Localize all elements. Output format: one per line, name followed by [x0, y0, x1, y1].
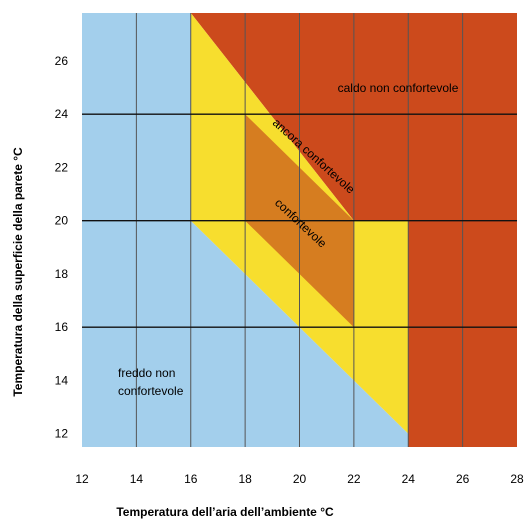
- y-tick-label: 26: [55, 54, 69, 68]
- y-tick-label: 14: [55, 373, 69, 387]
- x-axis-ticks: 12 14 16 18 20 22 24 26 28: [75, 472, 524, 486]
- y-axis-ticks: 12 14 16 18 20 22 24 26: [55, 54, 69, 441]
- zone-label-caldo: caldo non confortevole: [338, 81, 459, 95]
- x-tick-label: 18: [238, 472, 252, 486]
- y-tick-label: 24: [55, 107, 69, 121]
- x-tick-label: 22: [347, 472, 361, 486]
- zone-label-freddo-line2: confortevole: [118, 384, 184, 398]
- y-tick-label: 12: [55, 427, 69, 441]
- x-tick-label: 20: [293, 472, 307, 486]
- x-tick-label: 16: [184, 472, 198, 486]
- y-tick-label: 16: [55, 320, 69, 334]
- y-tick-label: 22: [55, 160, 69, 174]
- x-tick-label: 24: [402, 472, 416, 486]
- y-tick-label: 20: [55, 214, 69, 228]
- x-tick-label: 26: [456, 472, 470, 486]
- y-axis-title: Temperatura della superficie della paret…: [11, 147, 25, 397]
- x-tick-label: 14: [130, 472, 144, 486]
- zone-label-freddo-line1: freddo non: [118, 366, 175, 380]
- x-tick-label: 28: [510, 472, 524, 486]
- zone-hot: [190, 13, 518, 447]
- x-tick-label: 12: [75, 472, 89, 486]
- zone-cold: [82, 13, 409, 447]
- grid-lines: [82, 13, 517, 447]
- x-axis-title: Temperatura dell’aria dell’ambiente °C: [116, 505, 334, 519]
- y-tick-label: 18: [55, 267, 69, 281]
